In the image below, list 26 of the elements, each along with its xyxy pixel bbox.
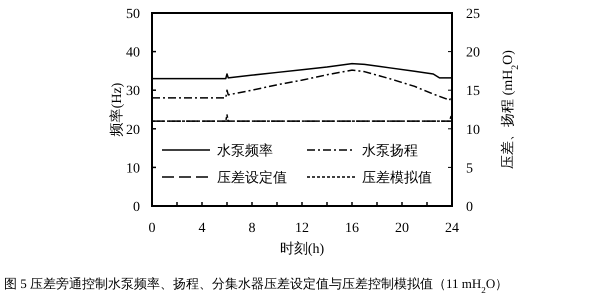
y-tick-label: 10 — [126, 161, 140, 176]
x-tick-label: 4 — [198, 221, 206, 236]
y-tick-label: 0 — [133, 200, 140, 215]
y2-tick-label: 20 — [466, 46, 480, 61]
y2-tick-label: 10 — [466, 122, 480, 138]
y-axis-title: 频率(Hz) — [109, 82, 125, 136]
y2-tick-label: 15 — [466, 84, 480, 100]
legend-label: 水泵频率 — [217, 143, 273, 159]
x-tick-label: 24 — [445, 221, 459, 236]
y-tick-label: 30 — [126, 84, 140, 100]
x-tick-label: 8 — [248, 221, 256, 236]
x-tick-label: 20 — [395, 221, 409, 236]
legend-label: 水泵扬程 — [362, 143, 418, 159]
y-tick-label: 50 — [126, 7, 140, 22]
x-axis-title: 时刻(h) — [280, 241, 324, 257]
caption: 图 5 压差旁通控制水泵频率、扬程、分集水器压差设定值与压差控制模拟值（11 mH$_{2}$O） — [4, 276, 508, 295]
y2-tick-label: 5 — [466, 161, 473, 176]
y-tick-label: 40 — [126, 46, 140, 61]
y2-tick-label: 0 — [466, 200, 473, 215]
x-tick-label: 0 — [148, 221, 156, 236]
y2-tick-label: 25 — [466, 7, 480, 22]
legend-label: 压差设定值 — [217, 170, 287, 186]
legend-label: 压差模拟值 — [362, 170, 432, 186]
x-tick-label: 12 — [295, 221, 309, 236]
y-tick-label: 20 — [126, 122, 140, 138]
x-tick-label: 16 — [345, 221, 359, 236]
